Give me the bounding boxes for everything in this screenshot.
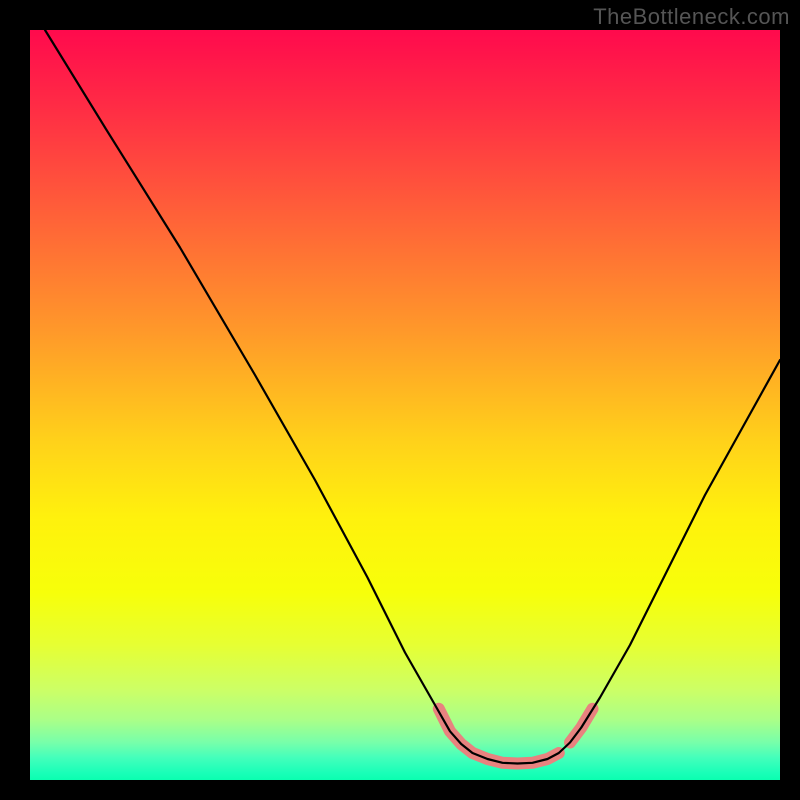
marker-band — [439, 709, 593, 764]
chart-curve-layer — [30, 30, 780, 780]
bottleneck-curve — [45, 30, 780, 764]
chart-plot-area — [30, 30, 780, 780]
watermark-text: TheBottleneck.com — [593, 4, 790, 30]
marker-segment — [439, 709, 559, 764]
